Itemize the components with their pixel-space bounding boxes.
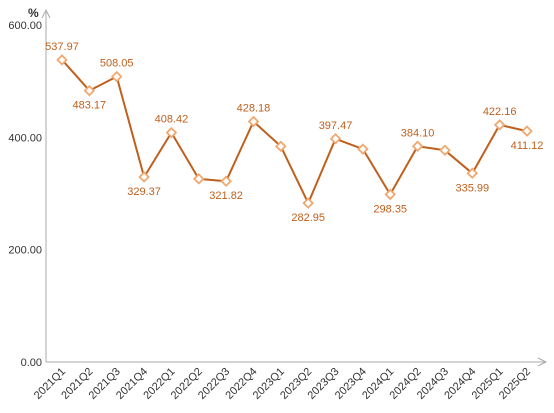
data-labels: 537.97 483.17 508.05 329.37 408.42 321.82 428.… xyxy=(45,41,543,224)
data-label: 282.95 xyxy=(291,212,325,224)
data-label: 428.18 xyxy=(237,103,271,115)
data-point-marker xyxy=(247,115,260,128)
data-point-marker xyxy=(521,125,533,137)
data-point-marker xyxy=(411,140,424,153)
y-axis-ticks: 0.00 200.00 400.00 600.00 xyxy=(8,20,42,369)
data-label: 329.37 xyxy=(127,186,161,198)
data-label: 537.97 xyxy=(45,41,79,53)
data-point-marker xyxy=(192,173,205,185)
data-point-marker xyxy=(220,175,232,188)
y-axis-unit-label: % xyxy=(28,6,39,20)
data-label: 335.99 xyxy=(455,182,489,194)
data-point-marker xyxy=(138,171,150,183)
data-point-marker xyxy=(302,197,314,209)
y-tick-label: 200.00 xyxy=(8,245,42,257)
data-label: 321.82 xyxy=(209,190,243,202)
y-tick-label: 0.00 xyxy=(21,357,42,369)
data-point-marker xyxy=(56,54,68,66)
axes xyxy=(41,8,548,367)
data-point-marker xyxy=(329,132,342,145)
data-label: 483.17 xyxy=(73,100,107,112)
y-tick-label: 600.00 xyxy=(8,20,42,32)
series-polyline xyxy=(61,59,528,205)
data-label: 408.42 xyxy=(155,114,189,126)
y-axis-arrow xyxy=(41,8,51,19)
y-tick-label: 400.00 xyxy=(8,132,42,144)
series-markers xyxy=(56,54,533,209)
data-point-marker xyxy=(493,119,506,131)
data-label: 422.16 xyxy=(483,106,517,118)
x-axis-arrow xyxy=(537,357,548,367)
data-point-marker xyxy=(439,144,451,157)
series-line xyxy=(61,59,528,205)
data-point-marker xyxy=(384,188,397,201)
x-axis-ticks: 2021Q12021Q22021Q32021Q42022Q12022Q22022… xyxy=(32,366,533,402)
data-label: 397.47 xyxy=(319,120,353,132)
data-point-marker xyxy=(110,70,123,83)
data-label: 411.12 xyxy=(511,140,544,152)
data-label: 384.10 xyxy=(401,127,435,139)
data-label: 508.05 xyxy=(100,58,134,70)
data-point-marker xyxy=(83,84,96,97)
data-point-marker xyxy=(466,167,479,180)
data-point-marker xyxy=(357,143,369,155)
data-point-marker xyxy=(165,126,178,139)
data-label: 298.35 xyxy=(373,203,407,215)
data-point-marker xyxy=(275,140,287,153)
